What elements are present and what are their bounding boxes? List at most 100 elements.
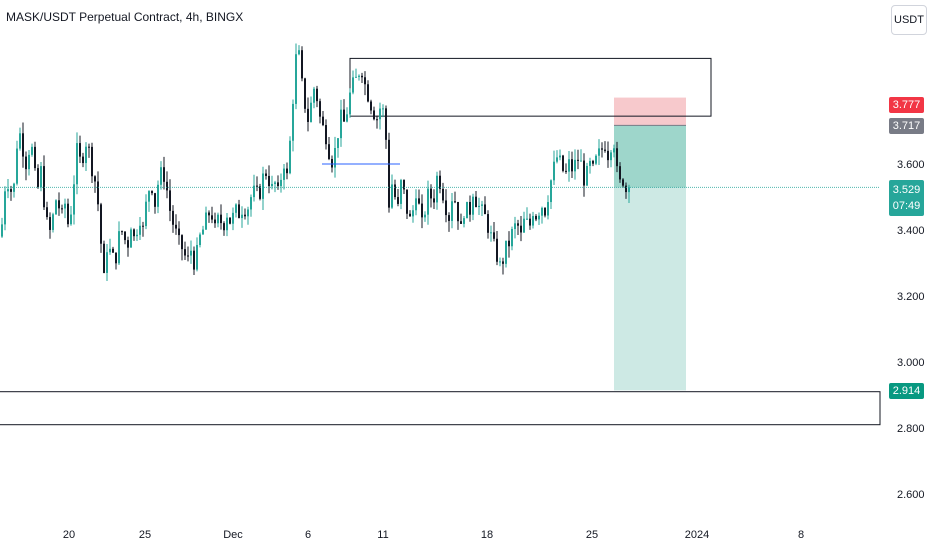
- candle: [292, 99, 294, 152]
- candle-body: [37, 168, 39, 188]
- candle-body: [70, 214, 72, 225]
- candle: [352, 70, 354, 95]
- candle-body: [211, 215, 213, 220]
- candle: [283, 164, 285, 190]
- candle-body: [187, 255, 189, 257]
- candle: [28, 149, 30, 176]
- candle: [253, 174, 255, 202]
- candle-body: [349, 92, 351, 115]
- candle-body: [58, 200, 60, 209]
- candle: [403, 179, 405, 195]
- candle: [97, 171, 99, 212]
- candle-body: [199, 234, 201, 246]
- candle-body: [94, 176, 96, 182]
- candle-body: [328, 144, 330, 159]
- candle-body: [163, 167, 165, 182]
- candle-body: [445, 200, 447, 216]
- candle-body: [400, 180, 402, 204]
- candle-body: [523, 218, 525, 233]
- x-tick-label: 25: [586, 529, 598, 541]
- candle: [163, 156, 165, 190]
- candle-body: [364, 77, 366, 85]
- candle-body: [190, 250, 192, 256]
- currency-button[interactable]: USDT: [891, 5, 927, 35]
- candle: [241, 206, 243, 228]
- candle: [469, 195, 471, 222]
- candle-body: [52, 214, 54, 230]
- candle: [82, 152, 84, 168]
- candle: [505, 240, 507, 268]
- candle: [244, 208, 246, 220]
- candle-body: [214, 219, 216, 224]
- candle-body: [589, 160, 591, 166]
- candle: [265, 169, 267, 180]
- candle: [196, 237, 198, 272]
- candle: [586, 162, 588, 187]
- candle: [406, 189, 408, 219]
- candle: [217, 212, 219, 228]
- candle: [436, 171, 438, 210]
- candle: [166, 171, 168, 199]
- candle-body: [553, 161, 555, 181]
- candle: [625, 182, 627, 199]
- candle-body: [322, 116, 324, 126]
- candle-body: [193, 250, 195, 270]
- candle: [76, 132, 78, 195]
- candle: [499, 257, 501, 267]
- candle: [109, 238, 111, 255]
- candle: [502, 257, 504, 275]
- candle-body: [595, 155, 597, 164]
- candle: [19, 127, 21, 151]
- candle: [22, 122, 24, 168]
- candle: [472, 193, 474, 221]
- candle: [25, 151, 27, 181]
- candle-body: [514, 223, 516, 230]
- candle: [415, 189, 417, 216]
- candle: [13, 182, 15, 198]
- candle: [205, 206, 207, 230]
- candle-body: [121, 231, 123, 233]
- candle: [370, 99, 372, 115]
- x-tick-label: Dec: [223, 529, 243, 541]
- candle-body: [625, 185, 627, 193]
- candle: [334, 136, 336, 178]
- candle: [247, 206, 249, 225]
- candle: [10, 185, 12, 201]
- y-tick-label: 3.000: [897, 357, 925, 369]
- candle: [55, 199, 57, 215]
- candle: [589, 157, 591, 174]
- candle-body: [526, 218, 528, 220]
- candle-body: [583, 160, 585, 186]
- candle: [88, 143, 90, 158]
- candle-body: [373, 110, 375, 120]
- candle-body: [574, 159, 576, 172]
- candle: [115, 252, 117, 270]
- x-axis: 20 25 Dec 6 11 18 25 2024 8: [63, 529, 804, 541]
- candle-body: [160, 167, 162, 185]
- candle-body: [268, 175, 270, 187]
- candle: [85, 142, 87, 171]
- candle-body: [283, 168, 285, 180]
- candle: [16, 140, 18, 186]
- candle-body: [334, 147, 336, 168]
- candle-body: [235, 204, 237, 213]
- x-tick-label: 8: [798, 529, 804, 541]
- candle-body: [34, 146, 36, 169]
- candle: [349, 88, 351, 118]
- candle-body: [412, 210, 414, 217]
- candle: [427, 180, 429, 225]
- candle-body: [490, 232, 492, 234]
- candle: [124, 231, 126, 245]
- candle-body: [598, 148, 600, 156]
- candle-body: [25, 156, 27, 170]
- candle-body: [259, 186, 261, 199]
- candle-body: [220, 214, 222, 224]
- candle-body: [565, 170, 567, 172]
- demand-zone-box: [0, 391, 881, 426]
- candle-body: [262, 173, 264, 199]
- candle: [520, 216, 522, 242]
- candle: [145, 194, 147, 230]
- candle-body: [424, 214, 426, 218]
- y-tick-label: 3.600: [897, 159, 925, 171]
